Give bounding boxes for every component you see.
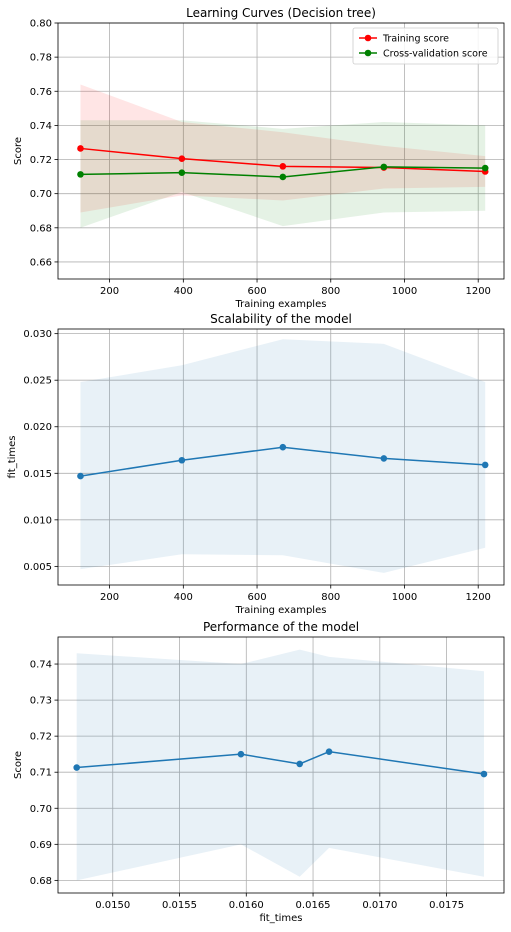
point-series-2 — [279, 173, 287, 181]
y-tick-label: 0.010 — [23, 515, 52, 526]
y-tick-label: 0.71 — [30, 768, 52, 779]
y-tick-label: 0.005 — [23, 562, 52, 573]
x-tick-label: 1000 — [392, 286, 417, 297]
x-tick-label: 0.0150 — [95, 900, 130, 911]
y-tick-label: 0.025 — [23, 376, 52, 387]
y-tick-label: 0.030 — [23, 329, 52, 340]
axes-frame — [57, 22, 505, 280]
y-axis-label: Score — [13, 137, 24, 165]
legend-box — [352, 27, 499, 65]
point-series-1 — [325, 748, 333, 755]
band-series-1 — [76, 649, 484, 881]
x-tick-label: 400 — [174, 592, 193, 603]
legend-label: Training score — [382, 34, 449, 45]
legend: Training score Cross-validation score — [352, 27, 499, 65]
x-axis-label: Training examples — [235, 299, 327, 310]
point-series-2 — [380, 163, 388, 171]
y-tick-label: 0.015 — [23, 469, 52, 480]
x-axis-label: fit_times — [259, 913, 302, 924]
plot-content — [77, 339, 489, 573]
point-series-1 — [178, 155, 186, 162]
x-tick-label: 1200 — [465, 592, 490, 603]
legend-marker — [364, 34, 372, 42]
y-axis-label: Score — [13, 751, 24, 779]
legend-marker — [364, 49, 372, 57]
chart-3: 0.0150 0.0155 0.0160 0.0165 0.0170 0.0175 0.68… — [13, 620, 505, 924]
x-tick-label: 400 — [174, 286, 193, 297]
chart-title: Learning Curves (Decision tree) — [186, 6, 376, 20]
y-tick-label: 0.68 — [30, 223, 52, 234]
y-tick-label: 0.74 — [30, 121, 52, 132]
plot-area — [58, 23, 504, 279]
point-series-2 — [178, 169, 186, 176]
plot-content — [77, 84, 489, 228]
point-series-1 — [178, 456, 186, 464]
y-tick-label: 0.66 — [30, 257, 52, 268]
x-axis-label: Training examples — [235, 605, 327, 616]
y-tick-label: 0.72 — [30, 155, 52, 166]
point-series-1 — [480, 770, 488, 778]
point-series-2 — [481, 164, 489, 172]
y-tick-label: 0.72 — [30, 732, 52, 743]
plot-area — [58, 329, 504, 585]
y-tick-label: 0.74 — [30, 660, 52, 671]
y-tick-label: 0.80 — [30, 19, 52, 30]
x-tick-label: 800 — [321, 286, 340, 297]
legend-label: Cross-validation score — [383, 49, 488, 60]
point-series-1 — [296, 760, 303, 768]
y-tick-label: 0.73 — [30, 696, 52, 707]
x-tick-label: 200 — [100, 286, 119, 297]
x-tick-label: 0.0165 — [296, 900, 331, 911]
x-tick-label: 600 — [247, 286, 266, 297]
point-series-2 — [77, 171, 84, 178]
plot-area — [58, 637, 504, 893]
y-tick-label: 0.70 — [30, 189, 52, 200]
band-series-1 — [80, 84, 486, 213]
y-tick-label: 0.69 — [30, 840, 52, 851]
x-tick-label: 600 — [247, 592, 266, 603]
y-axis-label: fit_times — [7, 435, 18, 478]
plot-content — [73, 649, 488, 881]
x-tick-label: 800 — [321, 592, 340, 603]
y-tick-label: 0.78 — [30, 53, 52, 64]
point-series-1 — [279, 163, 287, 170]
chart-2: 200 400 600 800 1000 1200 0.005 0.010 0.015 0.020… — [7, 312, 505, 616]
chart-title: Scalability of the model — [210, 312, 352, 326]
axes-frame — [57, 636, 505, 894]
point-series-1 — [380, 455, 388, 462]
point-series-1 — [237, 750, 245, 758]
x-tick-label: 0.0155 — [162, 900, 197, 911]
x-tick-label: 200 — [100, 592, 119, 603]
x-tick-label: 1200 — [465, 286, 490, 297]
y-tick-label: 0.76 — [30, 87, 52, 98]
y-tick-label: 0.020 — [23, 422, 52, 433]
axes-frame — [57, 328, 505, 586]
chart-title: Performance of the model — [203, 620, 359, 634]
x-tick-label: 0.0175 — [429, 900, 464, 911]
point-series-1 — [73, 764, 80, 771]
x-tick-label: 1000 — [392, 592, 417, 603]
point-series-1 — [77, 472, 84, 480]
point-series-1 — [77, 145, 84, 152]
chart-1: 200 400 600 800 1000 1200 0.66 0.68 0.70 0.72 0.74… — [13, 6, 505, 310]
band-series-1 — [80, 339, 486, 573]
x-tick-label: 0.0160 — [229, 900, 264, 911]
x-tick-label: 0.0170 — [362, 900, 397, 911]
point-series-1 — [481, 461, 489, 469]
y-tick-label: 0.68 — [30, 876, 52, 887]
point-series-1 — [279, 443, 287, 451]
y-tick-label: 0.70 — [30, 804, 52, 815]
